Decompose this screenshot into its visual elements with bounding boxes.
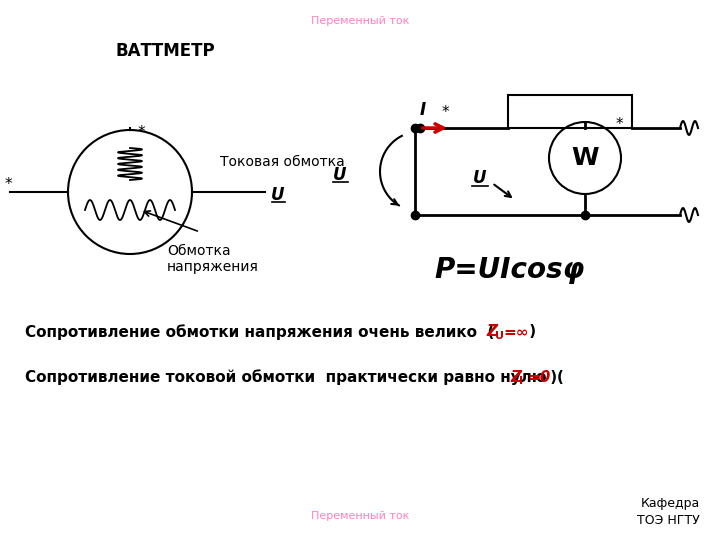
Bar: [508, 95, 632, 128]
Text: *: *: [138, 125, 145, 140]
Text: ): ): [545, 369, 557, 384]
Text: Обмотка
напряжения: Обмотка напряжения: [167, 244, 259, 274]
Text: U: U: [271, 186, 284, 204]
Text: I: I: [420, 101, 426, 119]
Text: Переменный ток: Переменный ток: [311, 16, 409, 26]
Text: ): ): [524, 325, 536, 340]
Text: =∞: =∞: [503, 325, 528, 340]
Text: Z: Z: [486, 325, 497, 340]
Text: *: *: [615, 117, 623, 132]
Text: ТОЭ НГТУ: ТОЭ НГТУ: [637, 514, 700, 526]
Text: Кафедра: Кафедра: [641, 497, 700, 510]
Text: P=UIcosφ: P=UIcosφ: [435, 256, 585, 284]
Text: I: I: [519, 376, 523, 386]
Text: *: *: [441, 105, 449, 120]
Text: U: U: [495, 331, 504, 341]
Text: W: W: [571, 146, 599, 170]
Text: U: U: [333, 166, 347, 184]
Text: Сопротивление токовой обмотки  практически равно нулю  (: Сопротивление токовой обмотки практическ…: [25, 369, 569, 385]
Text: Переменный ток: Переменный ток: [311, 511, 409, 521]
Text: U: U: [473, 169, 487, 187]
Text: =0: =0: [527, 369, 550, 384]
Text: Z: Z: [510, 369, 521, 384]
Text: Токовая обмотка: Токовая обмотка: [220, 155, 345, 169]
Text: Сопротивление обмотки напряжения очень велико  (: Сопротивление обмотки напряжения очень в…: [25, 324, 500, 340]
Text: ВАТТМЕТР: ВАТТМЕТР: [115, 42, 215, 60]
Text: *: *: [5, 177, 13, 192]
